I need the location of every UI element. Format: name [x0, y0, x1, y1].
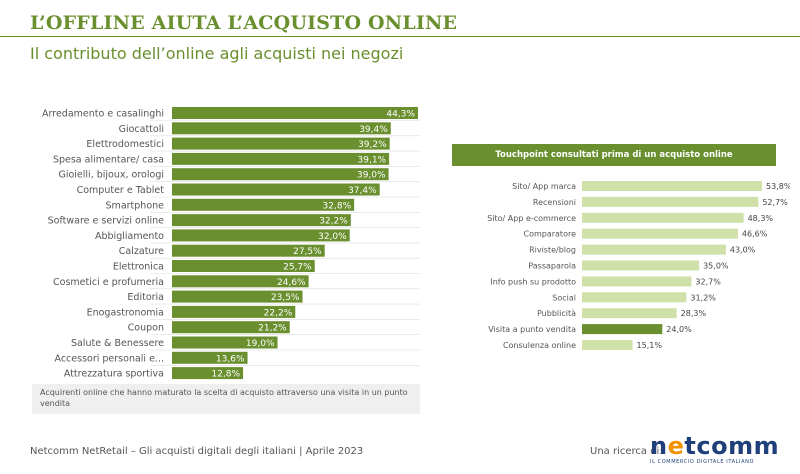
footer-source: Netcomm NetRetail – Gli acquisti digital…: [30, 446, 364, 457]
value-label: 19,0%: [246, 339, 275, 349]
touchpoint-bar: [582, 181, 762, 191]
touchpoint-bar: [582, 244, 726, 255]
category-bar: [172, 183, 380, 196]
category-label: Giocattoli: [119, 124, 164, 135]
category-label: Elettronica: [113, 262, 164, 273]
category-label: Spesa alimentare/ casa: [53, 154, 164, 165]
category-bar: [172, 152, 390, 165]
value-label: 24,6%: [277, 278, 306, 288]
value-label: 32,0%: [318, 232, 347, 242]
touchpoint-bar: [582, 340, 633, 350]
touchpoint-label: Info push su prodotto: [490, 277, 576, 286]
category-bar: [172, 122, 391, 135]
value-label: 23,5%: [271, 293, 300, 303]
touchpoint-bar: [582, 276, 692, 287]
value-label: 39,2%: [358, 140, 387, 150]
page-title: L’OFFLINE AIUTA L’ACQUISTO ONLINE: [30, 12, 458, 34]
category-bar: [172, 229, 350, 242]
touchpoint-label: Consulenza online: [503, 341, 576, 350]
chart-note: Acquirenti online che hanno maturato la …: [32, 384, 420, 414]
touchpoint-bar: [582, 292, 687, 303]
touchpoint-bar: [582, 308, 677, 319]
touchpoint-bar: [582, 212, 744, 223]
category-label: Software e servizi online: [48, 216, 165, 227]
value-label: 22,2%: [264, 308, 293, 318]
value-label: 32,8%: [323, 201, 352, 211]
value-label: 39,0%: [357, 171, 386, 181]
value-label: 25,7%: [283, 263, 312, 273]
page-subtitle: Il contributo dell’online agli acquisti …: [30, 44, 404, 63]
category-label: Enogastronomia: [87, 307, 164, 318]
touchpoint-value-label: 52,7%: [762, 198, 788, 207]
touchpoint-bar-chart: Sito/ App marca 53,8% Recensioni 52,7% Sito/…: [487, 181, 790, 350]
touchpoint-value-label: 53,8%: [766, 182, 790, 191]
touchpoint-value-label: 15,1%: [637, 341, 663, 350]
category-label: Computer e Tablet: [77, 185, 165, 196]
touchpoint-bar: [582, 260, 700, 271]
touchpoint-value-label: 43,0%: [730, 246, 756, 255]
footer-ricerca-label: Una ricerca di:: [590, 446, 663, 457]
netcomm-logo-word: netcomm: [650, 432, 780, 460]
touchpoint-bar: [582, 228, 738, 239]
touchpoint-label: Visita a punto vendita: [488, 325, 576, 334]
category-bar: [172, 137, 390, 150]
touchpoint-value-label: 28,3%: [681, 309, 707, 318]
category-label: Editoria: [127, 292, 164, 303]
value-label: 37,4%: [348, 186, 377, 196]
value-label: 13,6%: [216, 354, 245, 364]
category-bar: [172, 168, 389, 181]
touchpoint-label: Recensioni: [533, 198, 576, 207]
touchpoint-value-label: 46,6%: [742, 230, 768, 239]
value-label: 12,8%: [211, 370, 240, 380]
touchpoint-value-label: 32,7%: [695, 277, 721, 286]
touchpoint-bar: [582, 324, 663, 335]
category-label: Smartphone: [106, 200, 165, 211]
category-bar: [172, 198, 355, 211]
touchpoint-value-label: 31,2%: [690, 293, 716, 302]
value-label: 21,2%: [258, 324, 287, 334]
category-bar: [172, 244, 325, 257]
category-bar: [172, 214, 351, 227]
touchpoint-label: Riviste/blog: [529, 246, 576, 255]
category-bar: [172, 351, 248, 364]
category-bar-chart: Arredamento e casalinghi 44,3% Giocattoli 3…: [42, 107, 420, 380]
category-label: Accessori personali e...: [55, 353, 165, 364]
touchpoint-label: Comparatore: [523, 230, 576, 239]
touchpoint-value-label: 48,3%: [748, 214, 774, 223]
touchpoint-label: Passaparola: [528, 262, 576, 271]
category-bar: [172, 290, 303, 303]
netcomm-logo: netcomm IL COMMERCIO DIGITALE ITALIANO: [650, 434, 779, 465]
touchpoint-chart-title: Touchpoint consultati prima di un acquis…: [452, 144, 776, 166]
touchpoint-value-label: 35,0%: [703, 262, 729, 271]
value-label: 27,5%: [293, 247, 322, 257]
category-bar: [172, 367, 244, 380]
touchpoint-label: Pubblicità: [537, 309, 576, 318]
value-label: 39,4%: [359, 125, 388, 135]
category-bar: [172, 336, 278, 349]
touchpoint-label: Sito/ App marca: [512, 182, 576, 191]
touchpoint-value-label: 24,0%: [666, 325, 692, 334]
category-label: Attrezzatura sportiva: [64, 369, 164, 380]
category-bar: [172, 107, 418, 119]
title-divider: [0, 36, 800, 37]
touchpoint-label: Sito/ App e-commerce: [487, 214, 576, 223]
category-label: Elettrodomestici: [86, 139, 164, 150]
category-label: Calzature: [119, 246, 164, 257]
category-bar: [172, 305, 296, 318]
category-label: Coupon: [128, 323, 164, 334]
category-label: Gioielli, bijoux, orologi: [58, 170, 164, 181]
category-bar: [172, 275, 309, 288]
value-label: 39,1%: [358, 155, 387, 165]
netcomm-logo-tagline: IL COMMERCIO DIGITALE ITALIANO: [650, 459, 754, 465]
category-label: Abbigliamento: [95, 231, 164, 242]
category-label: Salute & Benessere: [71, 338, 164, 349]
touchpoint-bar: [582, 196, 759, 207]
touchpoint-label: Social: [552, 293, 576, 302]
category-label: Arredamento e casalinghi: [42, 109, 164, 120]
value-label: 32,2%: [319, 217, 348, 227]
category-bar: [172, 321, 290, 334]
category-label: Cosmetici e profumeria: [53, 277, 164, 288]
value-label: 44,3%: [386, 110, 415, 120]
category-bar: [172, 260, 315, 272]
